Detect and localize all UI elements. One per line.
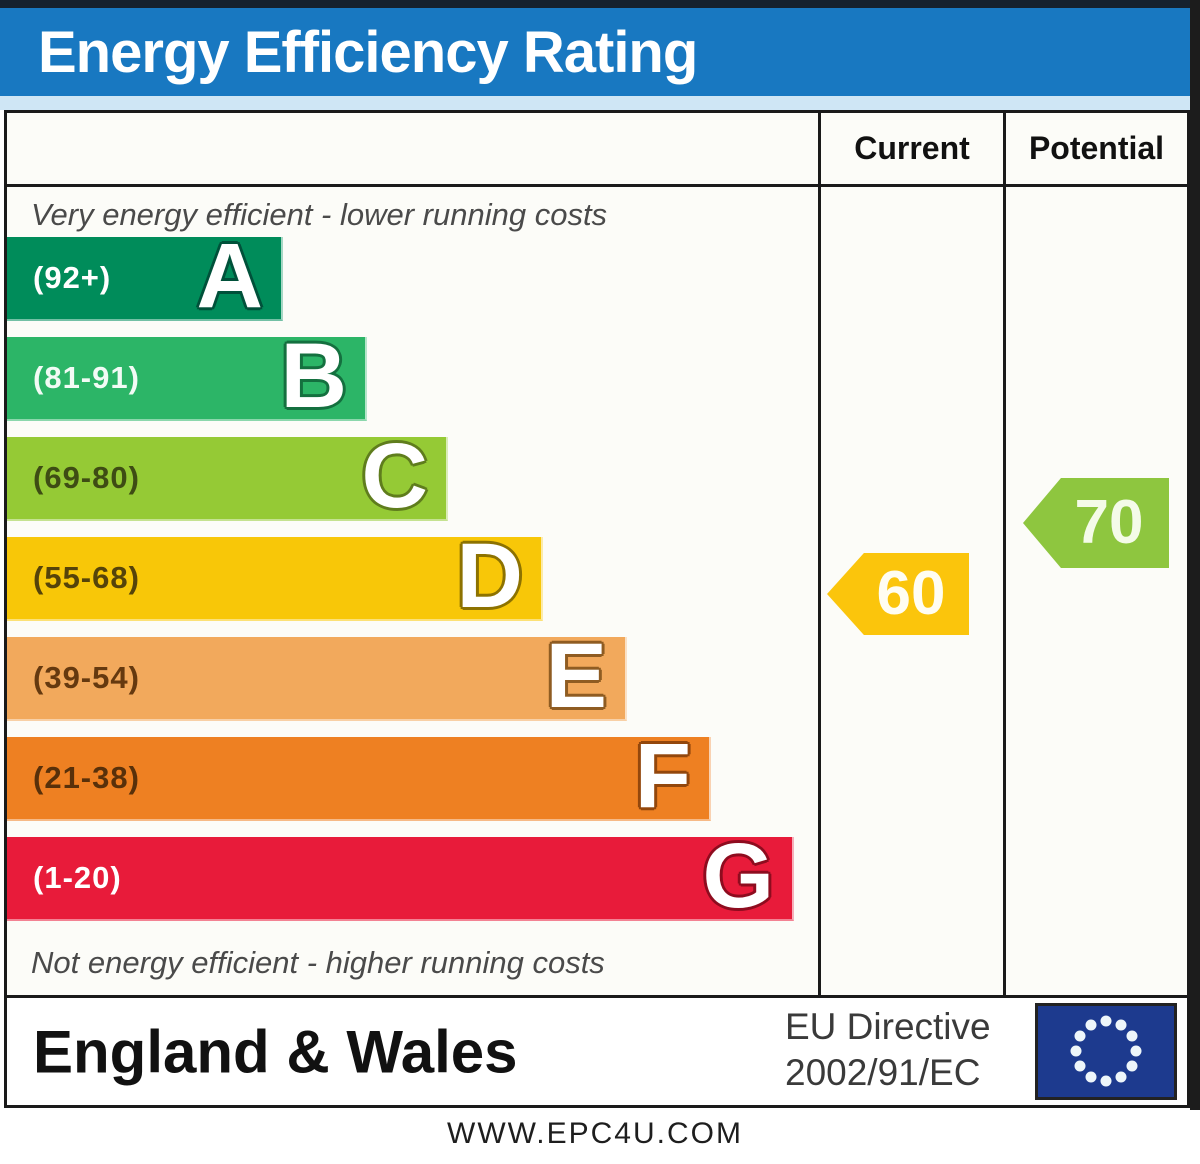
band-letter: E <box>545 625 607 728</box>
band-row-a: (92+) A <box>7 230 818 322</box>
band-letter: F <box>634 725 691 828</box>
column-divider-current <box>818 113 821 995</box>
band-letter: G <box>702 825 774 928</box>
band-letter: B <box>280 325 347 428</box>
region-label: England & Wales <box>33 1018 518 1085</box>
band-row-d: (55-68) D <box>7 530 818 622</box>
header-row-divider <box>7 184 1187 187</box>
band-range-label: (1-20) <box>33 860 122 895</box>
top-edge-strip <box>0 0 1200 8</box>
band-range-label: (21-38) <box>33 760 140 795</box>
band-bar-g: (1-20) G <box>7 830 794 922</box>
band-letter: D <box>456 525 523 628</box>
band-row-f: (21-38) F <box>7 730 818 822</box>
eu-directive-line2: 2002/91/EC <box>785 1052 981 1093</box>
page-title: Energy Efficiency Rating <box>38 19 698 85</box>
right-edge-strip <box>1190 0 1200 1110</box>
current-rating-arrow: 60 <box>827 553 969 635</box>
band-bar-c: (69-80) C <box>7 430 448 522</box>
band-range-label: (39-54) <box>33 660 140 695</box>
band-range-label: (92+) <box>33 260 112 295</box>
column-divider-potential <box>1003 113 1006 995</box>
potential-rating-value: 70 <box>1074 488 1144 557</box>
caption-not-efficient: Not energy efficient - higher running co… <box>31 945 605 980</box>
band-letter: A <box>196 225 263 328</box>
current-column-header: Current <box>854 130 970 166</box>
epc-rating-table: Current Potential Very energy efficient … <box>4 110 1190 998</box>
eu-directive-label: EU Directive 2002/91/EC <box>785 1004 991 1096</box>
band-letter: C <box>361 425 428 528</box>
band-row-c: (69-80) C <box>7 430 818 522</box>
band-bar-f: (21-38) F <box>7 730 711 822</box>
footer-bar: England & Wales EU Directive 2002/91/EC <box>4 995 1190 1108</box>
eu-directive-line1: EU Directive <box>785 1006 991 1047</box>
potential-rating-arrow: 70 <box>1023 478 1169 568</box>
band-row-e: (39-54) E <box>7 630 818 722</box>
band-row-g: (1-20) G <box>7 830 818 922</box>
eu-flag-icon <box>1035 1003 1177 1100</box>
band-bar-e: (39-54) E <box>7 630 627 722</box>
band-bar-d: (55-68) D <box>7 530 543 622</box>
band-range-label: (69-80) <box>33 460 140 495</box>
current-rating-value: 60 <box>876 559 946 628</box>
title-underline-strip <box>0 96 1190 110</box>
potential-column-header: Potential <box>1028 130 1165 166</box>
caption-very-efficient: Very energy efficient - lower running co… <box>31 197 608 232</box>
band-range-label: (81-91) <box>33 360 140 395</box>
title-bar: Energy Efficiency Rating <box>0 8 1190 96</box>
website-url: WWW.EPC4U.COM <box>447 1117 743 1150</box>
band-bar-b: (81-91) B <box>7 330 367 422</box>
band-range-label: (55-68) <box>33 560 140 595</box>
band-bar-a: (92+) A <box>7 230 283 322</box>
band-row-b: (81-91) B <box>7 330 818 422</box>
epc-scale: (92+) A (81-91) B (69-80) C (55-68) D (39-54) E (2… <box>7 230 818 937</box>
